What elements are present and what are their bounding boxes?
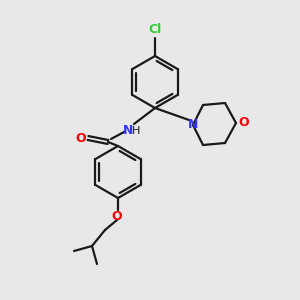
Text: N: N (188, 118, 198, 131)
Text: O: O (112, 209, 122, 223)
Text: H: H (132, 126, 140, 136)
Text: Cl: Cl (148, 23, 162, 36)
Text: N: N (123, 124, 133, 136)
Text: O: O (76, 131, 86, 145)
Text: O: O (239, 116, 249, 130)
